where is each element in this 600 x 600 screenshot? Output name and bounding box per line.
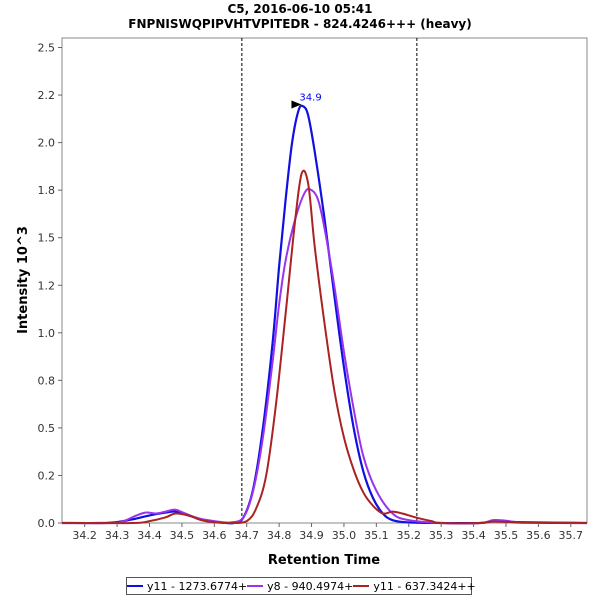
y-tick-label: 1.5 xyxy=(38,232,56,245)
legend-label: y11 - 637.3424++ xyxy=(373,579,476,593)
x-tick-label: 35.3 xyxy=(429,529,454,542)
x-tick-label: 35.5 xyxy=(494,529,519,542)
series-line-0 xyxy=(61,104,588,525)
x-tick-label: 34.3 xyxy=(105,529,130,542)
x-tick-label: 34.4 xyxy=(137,529,162,542)
x-tick-label: 35.0 xyxy=(332,529,357,542)
x-tick-label: 34.6 xyxy=(202,529,227,542)
y-tick-label: 0.5 xyxy=(38,422,56,435)
y-tick-label: 0.0 xyxy=(38,517,56,530)
x-tick-label: 35.4 xyxy=(461,529,486,542)
x-tick-label: 34.2 xyxy=(72,529,97,542)
legend-label: y8 - 940.4974+ xyxy=(267,579,354,593)
y-tick-label: 1.8 xyxy=(38,184,56,197)
y-tick-label: 2.5 xyxy=(38,42,56,55)
plot-area xyxy=(61,37,588,524)
x-tick-label: 34.7 xyxy=(234,529,259,542)
y-axis-label: Intensity 10^3 xyxy=(16,226,31,334)
legend: y11 - 1273.6774+ y8 - 940.4974+ y11 - 63… xyxy=(126,577,476,595)
x-tick-label: 35.7 xyxy=(559,529,584,542)
x-axis-label: Retention Time xyxy=(268,553,380,568)
chart-subtitle: FNPNISWQPIPVHTVPITEDR - 824.4246+++ (hea… xyxy=(128,17,472,31)
y-tick-label: 1.2 xyxy=(38,279,56,292)
legend-label: y11 - 1273.6774+ xyxy=(147,579,248,593)
x-tick-label: 34.9 xyxy=(299,529,324,542)
series-line-1 xyxy=(61,187,588,525)
legend-swatch-y11-1273 xyxy=(127,585,143,587)
y-tick-label: 0.2 xyxy=(38,469,56,482)
peak-label: 34.9 xyxy=(299,92,321,103)
x-tick-label: 35.6 xyxy=(526,529,551,542)
peak-marker-arrow xyxy=(291,100,302,109)
legend-item: y11 - 1273.6774+ xyxy=(127,580,247,593)
x-tick-label: 34.8 xyxy=(267,529,292,542)
x-tick-label: 35.2 xyxy=(397,529,422,542)
y-tick-label: 1.0 xyxy=(38,327,56,340)
legend-swatch-y8-940 xyxy=(247,585,264,587)
y-tick-label: 2.0 xyxy=(38,137,56,150)
legend-swatch-y11-637 xyxy=(353,585,370,587)
x-tick-label: 35.1 xyxy=(364,529,389,542)
y-tick-label: 2.2 xyxy=(38,89,56,102)
series-line-2 xyxy=(61,169,588,525)
legend-item: y8 - 940.4974+ xyxy=(247,580,353,593)
legend-item: y11 - 637.3424++ xyxy=(353,579,476,593)
x-tick-label: 34.5 xyxy=(170,529,195,542)
chart-title: C5, 2016-06-10 05:41 xyxy=(227,2,373,16)
y-tick-label: 0.8 xyxy=(38,374,56,387)
